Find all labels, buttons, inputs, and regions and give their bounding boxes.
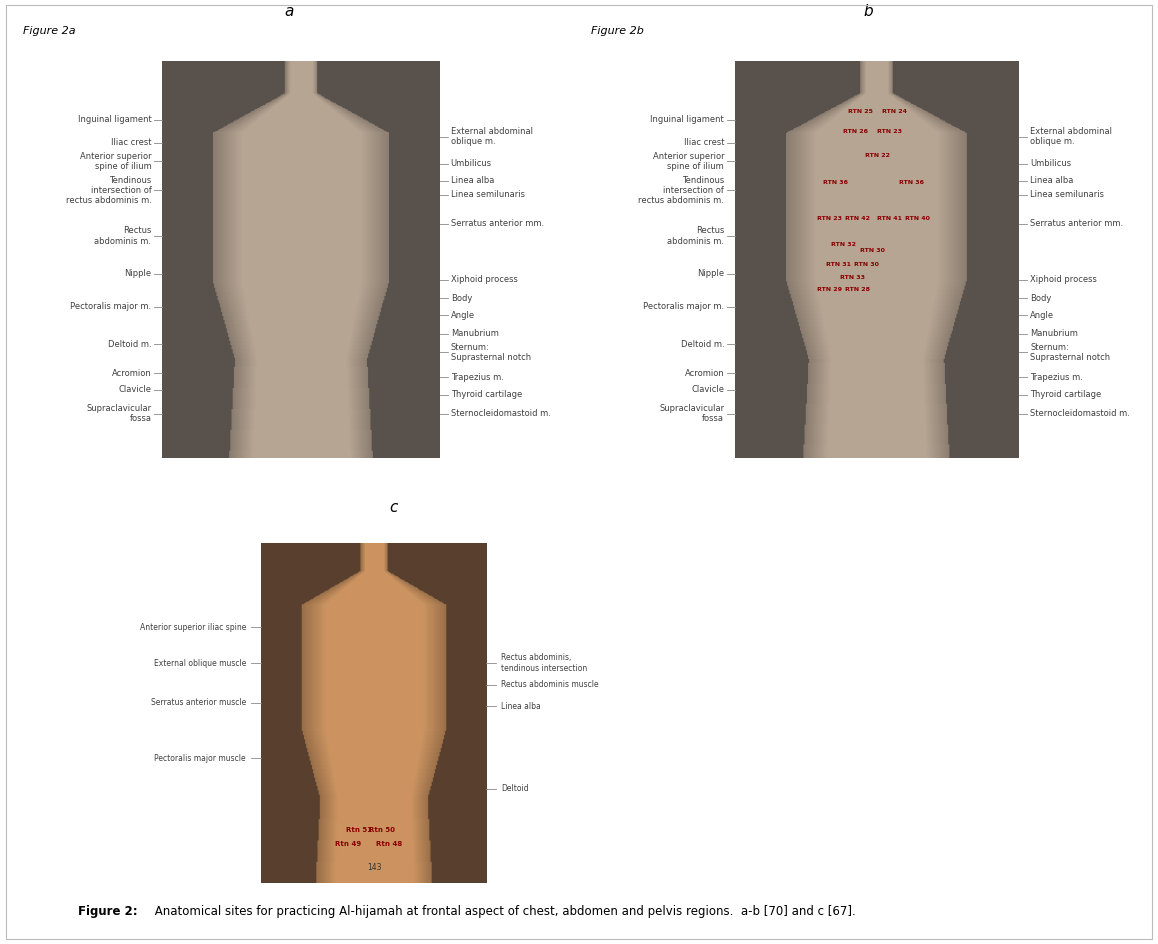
Text: RTN 22: RTN 22 [865, 153, 891, 158]
Text: Rectus
abdominis m.: Rectus abdominis m. [667, 227, 724, 245]
Text: RTN 36: RTN 36 [822, 180, 848, 185]
Text: RTN 30: RTN 30 [859, 247, 885, 253]
Text: External abdominal
oblique m.: External abdominal oblique m. [450, 126, 533, 146]
Text: Figure 2:: Figure 2: [79, 904, 138, 918]
Text: Angle: Angle [1031, 311, 1054, 320]
Text: Deltoid m.: Deltoid m. [108, 340, 152, 348]
Text: Pectoralis major muscle: Pectoralis major muscle [154, 753, 245, 763]
Text: Serratus anterior mm.: Serratus anterior mm. [1031, 219, 1123, 228]
Text: Clavicle: Clavicle [691, 385, 724, 395]
Text: Anterior superior
spine of ilium: Anterior superior spine of ilium [80, 152, 152, 171]
Text: Deltoid: Deltoid [501, 784, 528, 793]
Text: Acromion: Acromion [111, 369, 152, 378]
Text: Body: Body [1031, 294, 1051, 303]
Text: Serratus anterior muscle: Serratus anterior muscle [151, 699, 245, 707]
Text: RTN 28: RTN 28 [845, 287, 871, 293]
Text: RTN 24: RTN 24 [882, 109, 907, 114]
Text: RTN 40: RTN 40 [906, 216, 930, 221]
Text: Serratus anterior mm.: Serratus anterior mm. [450, 219, 544, 228]
Text: Manubrium: Manubrium [450, 329, 499, 338]
Text: Acromion: Acromion [684, 369, 724, 378]
Text: Anatomical sites for practicing Al-hijamah at frontal aspect of chest, abdomen a: Anatomical sites for practicing Al-hijam… [151, 904, 856, 918]
Text: Rectus
abdominis m.: Rectus abdominis m. [95, 227, 152, 245]
Text: RTN 33: RTN 33 [840, 276, 865, 280]
Text: Rtn 50: Rtn 50 [369, 827, 395, 834]
Text: External abdominal
oblique m.: External abdominal oblique m. [1031, 126, 1112, 146]
Text: Deltoid m.: Deltoid m. [681, 340, 724, 348]
Text: Umbilicus: Umbilicus [450, 159, 492, 168]
Text: RTN 23: RTN 23 [877, 128, 902, 134]
Text: Anterior superior
spine of ilium: Anterior superior spine of ilium [653, 152, 724, 171]
Text: Clavicle: Clavicle [118, 385, 152, 395]
Text: Body: Body [450, 294, 472, 303]
Text: Rtn 49: Rtn 49 [335, 841, 361, 847]
Text: Iliac crest: Iliac crest [111, 138, 152, 147]
Text: Xiphoid process: Xiphoid process [1031, 276, 1097, 284]
Text: Figure 2a: Figure 2a [23, 25, 75, 36]
Text: Thyroid cartilage: Thyroid cartilage [1031, 391, 1101, 399]
Text: RTN 31: RTN 31 [826, 261, 850, 266]
Text: c: c [389, 500, 398, 514]
Text: 143: 143 [367, 863, 381, 872]
Text: Rectus abdominis muscle: Rectus abdominis muscle [501, 681, 599, 689]
Text: Tendinous
intersection of
rectus abdominis m.: Tendinous intersection of rectus abdomin… [66, 176, 152, 206]
Text: b: b [864, 5, 873, 19]
Text: Iliac crest: Iliac crest [683, 138, 724, 147]
Text: Xiphoid process: Xiphoid process [450, 276, 518, 284]
Text: Sternum:
Suprasternal notch: Sternum: Suprasternal notch [450, 343, 530, 362]
Text: RTN 41: RTN 41 [877, 216, 902, 221]
Text: Anterior superior iliac spine: Anterior superior iliac spine [140, 623, 245, 632]
Text: Sternocleidomastoid m.: Sternocleidomastoid m. [1031, 409, 1130, 418]
Text: Supraclavicular
fossa: Supraclavicular fossa [659, 404, 724, 423]
Text: Tendinous
intersection of
rectus abdominis m.: Tendinous intersection of rectus abdomin… [638, 176, 724, 206]
Text: Linea alba: Linea alba [501, 701, 541, 711]
Text: Linea semilunaris: Linea semilunaris [450, 190, 525, 199]
Text: Supraclavicular
fossa: Supraclavicular fossa [87, 404, 152, 423]
Text: Linea alba: Linea alba [1031, 177, 1073, 185]
Text: Trapezius m.: Trapezius m. [1031, 373, 1083, 382]
Text: RTN 30: RTN 30 [853, 261, 879, 266]
Text: Linea alba: Linea alba [450, 177, 494, 185]
Text: Inguinal ligament: Inguinal ligament [78, 115, 152, 125]
Text: Nipple: Nipple [697, 269, 724, 278]
Text: RTN 29: RTN 29 [818, 287, 842, 293]
Text: Angle: Angle [450, 311, 475, 320]
Text: Trapezius m.: Trapezius m. [450, 373, 504, 382]
Text: Rectus abdominis,
tendinous intersection: Rectus abdominis, tendinous intersection [501, 653, 587, 673]
Text: Rtn 48: Rtn 48 [375, 841, 402, 847]
Text: RTN 32: RTN 32 [831, 242, 856, 246]
Text: External oblique muscle: External oblique muscle [154, 659, 245, 667]
Text: RTN 26: RTN 26 [843, 128, 867, 134]
Text: Inguinal ligament: Inguinal ligament [651, 115, 724, 125]
Text: RTN 25: RTN 25 [849, 109, 873, 114]
Text: Nipple: Nipple [124, 269, 152, 278]
Text: Manubrium: Manubrium [1031, 329, 1078, 338]
Text: Sternocleidomastoid m.: Sternocleidomastoid m. [450, 409, 550, 418]
Text: RTN 36: RTN 36 [900, 180, 924, 185]
Text: Pectoralis major m.: Pectoralis major m. [643, 302, 724, 312]
Text: a: a [285, 5, 294, 19]
Text: RTN 42: RTN 42 [845, 216, 871, 221]
Text: Umbilicus: Umbilicus [1031, 159, 1071, 168]
Text: Linea semilunaris: Linea semilunaris [1031, 190, 1105, 199]
Text: Pectoralis major m.: Pectoralis major m. [71, 302, 152, 312]
Text: Rtn 51: Rtn 51 [346, 827, 373, 834]
Text: Thyroid cartilage: Thyroid cartilage [450, 391, 522, 399]
Text: Sternum:
Suprasternal notch: Sternum: Suprasternal notch [1031, 343, 1111, 362]
Text: Figure 2b: Figure 2b [591, 25, 644, 36]
Text: RTN 23: RTN 23 [818, 216, 842, 221]
